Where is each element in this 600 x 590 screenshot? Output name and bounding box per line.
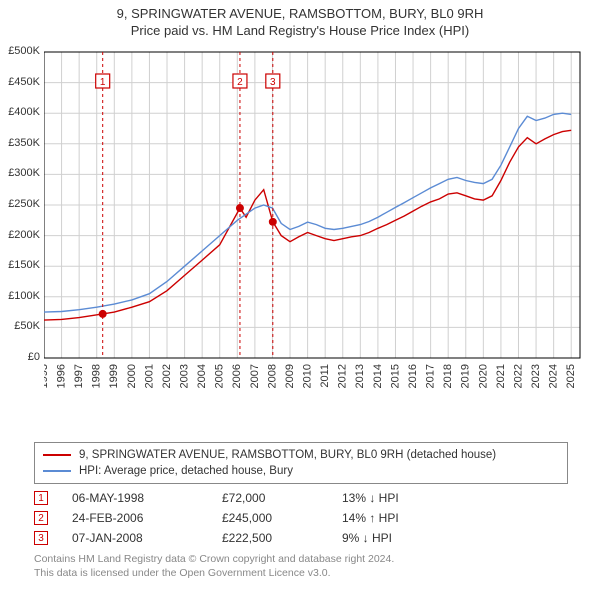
- sale-marker-3: 3: [270, 77, 276, 88]
- x-tick-label: 2022: [512, 364, 524, 388]
- sale-price: £222,500: [222, 531, 342, 545]
- x-tick-label: 2000: [126, 364, 138, 388]
- y-tick-label: £50K: [0, 320, 40, 332]
- x-tick-label: 2020: [477, 364, 489, 388]
- x-tick-label: 1996: [55, 364, 67, 388]
- y-tick-label: £300K: [0, 167, 40, 179]
- legend-swatch: [43, 454, 71, 456]
- legend-swatch: [43, 470, 71, 472]
- title-line1: 9, SPRINGWATER AVENUE, RAMSBOTTOM, BURY,…: [0, 6, 600, 21]
- sales-table: 1 06-MAY-1998£72,00013% ↓ HPI 2 24-FEB-2006…: [34, 488, 568, 548]
- title-block: 9, SPRINGWATER AVENUE, RAMSBOTTOM, BURY,…: [0, 0, 600, 38]
- x-tick-label: 2004: [196, 364, 208, 388]
- sale-date: 06-MAY-1998: [72, 491, 222, 505]
- sale-date: 07-JAN-2008: [72, 531, 222, 545]
- sale-marker-2: 2: [237, 77, 243, 88]
- x-tick-label: 2017: [425, 364, 437, 388]
- sale-date: 24-FEB-2006: [72, 511, 222, 525]
- x-tick-label: 2001: [143, 364, 155, 388]
- x-tick-label: 2012: [337, 364, 349, 388]
- sale-delta: 9% ↓ HPI: [342, 531, 392, 545]
- x-tick-label: 2024: [548, 364, 560, 388]
- title-line2: Price paid vs. HM Land Registry's House …: [0, 23, 600, 38]
- legend: 9, SPRINGWATER AVENUE, RAMSBOTTOM, BURY,…: [34, 442, 568, 484]
- footer-line1: Contains HM Land Registry data © Crown c…: [34, 552, 394, 566]
- y-tick-label: £400K: [0, 106, 40, 118]
- x-tick-label: 1998: [91, 364, 103, 388]
- y-tick-label: £250K: [0, 198, 40, 210]
- x-tick-label: 2005: [214, 364, 226, 388]
- footer: Contains HM Land Registry data © Crown c…: [34, 552, 394, 580]
- x-tick-label: 2008: [266, 364, 278, 388]
- x-tick-label: 2003: [178, 364, 190, 388]
- price-chart: 1995 1996 1997 1998 1999 2000 2001 2002 2003 2004…: [44, 48, 584, 408]
- legend-label: HPI: Average price, detached house, Bury: [79, 465, 293, 477]
- x-tick-label: 2023: [530, 364, 542, 388]
- x-tick-label: 2010: [302, 364, 314, 388]
- legend-label: 9, SPRINGWATER AVENUE, RAMSBOTTOM, BURY,…: [79, 449, 496, 461]
- x-tick-label: 1999: [108, 364, 120, 388]
- y-tick-label: £150K: [0, 259, 40, 271]
- y-tick-label: £100K: [0, 290, 40, 302]
- y-tick-label: £200K: [0, 229, 40, 241]
- sale-price: £245,000: [222, 511, 342, 525]
- sale-marker-box: 3: [34, 531, 48, 545]
- x-tick-label: 2018: [442, 364, 454, 388]
- x-tick-label: 1995: [44, 364, 50, 388]
- x-tick-label: 2025: [565, 364, 577, 388]
- y-tick-label: £350K: [0, 137, 40, 149]
- sale-row: 2 24-FEB-2006£245,00014% ↑ HPI: [34, 508, 568, 528]
- footer-line2: This data is licensed under the Open Gov…: [34, 566, 394, 580]
- y-tick-label: £500K: [0, 45, 40, 57]
- x-tick-label: 2013: [354, 364, 366, 388]
- x-tick-label: 2019: [460, 364, 472, 388]
- x-tick-label: 2015: [389, 364, 401, 388]
- x-tick-label: 2009: [284, 364, 296, 388]
- y-tick-label: £0: [0, 351, 40, 363]
- sale-delta: 13% ↓ HPI: [342, 491, 399, 505]
- x-tick-label: 1997: [73, 364, 85, 388]
- sale-price: £72,000: [222, 491, 342, 505]
- legend-row: 9, SPRINGWATER AVENUE, RAMSBOTTOM, BURY,…: [43, 447, 559, 463]
- x-tick-label: 2002: [161, 364, 173, 388]
- legend-row: HPI: Average price, detached house, Bury: [43, 463, 559, 479]
- x-tick-label: 2021: [495, 364, 507, 388]
- x-tick-label: 2007: [249, 364, 261, 388]
- sale-row: 3 07-JAN-2008£222,5009% ↓ HPI: [34, 528, 568, 548]
- sale-delta: 14% ↑ HPI: [342, 511, 399, 525]
- x-tick-label: 2014: [372, 364, 384, 388]
- x-tick-label: 2011: [319, 364, 331, 388]
- sale-marker-1: 1: [100, 77, 106, 88]
- x-tick-label: 2006: [231, 364, 243, 388]
- x-tick-label: 2016: [407, 364, 419, 388]
- sale-marker-box: 2: [34, 511, 48, 525]
- sale-row: 1 06-MAY-1998£72,00013% ↓ HPI: [34, 488, 568, 508]
- chart-container: 9, SPRINGWATER AVENUE, RAMSBOTTOM, BURY,…: [0, 0, 600, 590]
- sale-marker-box: 1: [34, 491, 48, 505]
- y-tick-label: £450K: [0, 76, 40, 88]
